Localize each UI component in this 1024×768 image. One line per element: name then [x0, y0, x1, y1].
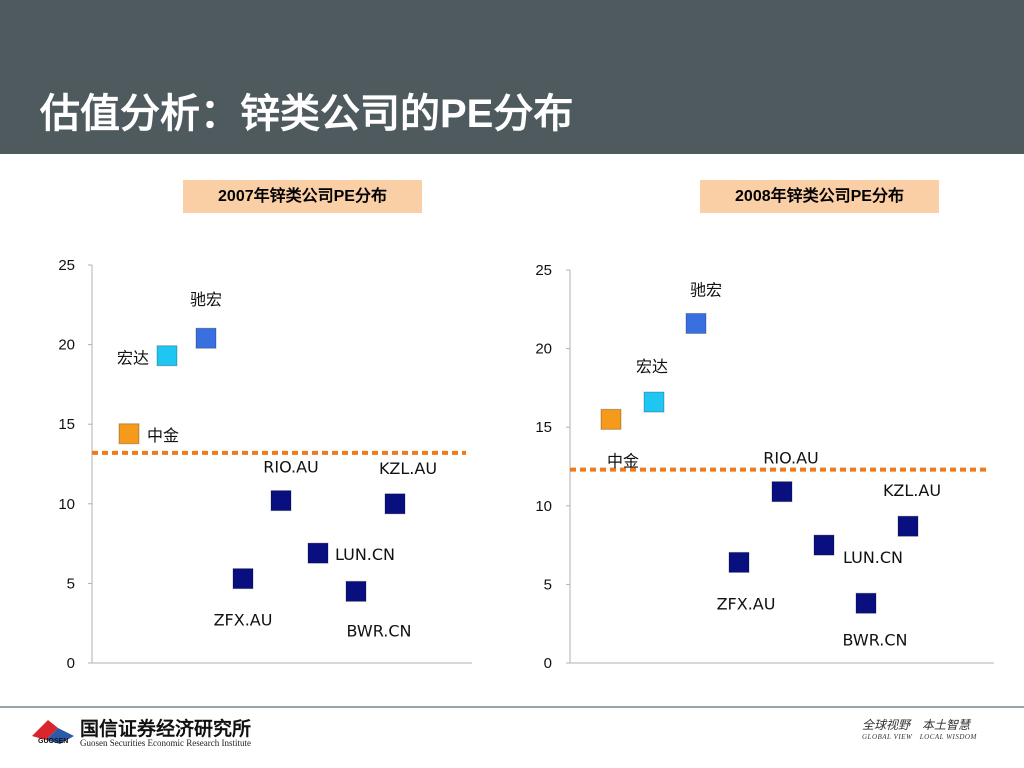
- chart-2008-point-rio-au-marker: [771, 481, 793, 503]
- chart-2008-point--marker: [685, 312, 707, 334]
- slide-header: 估值分析：锌类公司的PE分布: [0, 0, 1024, 154]
- chart-2008-y-tick-label: 20: [535, 341, 552, 358]
- slogan-en: GLOBAL VIEW LOCAL WISDOM: [862, 733, 977, 741]
- chart-2008-point-kzl-au-marker: [897, 515, 919, 537]
- chart-2007-point--marker: [118, 423, 140, 445]
- slogan-cn: 全球视野 本土智慧: [862, 718, 971, 732]
- company-name-en: Guosen Securities Economic Research Inst…: [80, 738, 251, 748]
- chart-2008-point-label: 驰宏: [690, 280, 722, 299]
- chart-2007-y-tick-label: 0: [67, 655, 75, 672]
- chart-2008-point-label: 中金: [607, 451, 639, 470]
- chart-2007-point--marker: [195, 327, 217, 349]
- chart-2007-title: 2007年锌类公司PE分布: [183, 180, 422, 213]
- chart-2007-point-label: KZL.AU: [379, 459, 437, 478]
- slide-title: 估值分析：锌类公司的PE分布: [40, 92, 574, 136]
- chart-2008-point-lun-cn-marker: [813, 534, 835, 556]
- chart-2007-y-tick-label: 5: [67, 575, 75, 592]
- chart-2008-y-tick-label: 5: [544, 576, 552, 593]
- chart-2007-y-tick-label: 10: [58, 496, 75, 513]
- chart-2007-point-label: 中金: [147, 426, 179, 445]
- chart-2007-point-zfx-au-marker: [232, 568, 254, 590]
- chart-2008-y-tick-label: 15: [535, 419, 552, 436]
- logo-code: GUOSEN: [38, 738, 69, 745]
- chart-2008-y-tick-label: 25: [535, 262, 552, 279]
- chart-2008-point--marker: [600, 408, 622, 430]
- company-name-cn: 国信证券经济研究所: [80, 718, 252, 740]
- chart-2007-point-lun-cn-marker: [307, 542, 329, 564]
- chart-2007-y-tick-label: 20: [58, 337, 75, 354]
- chart-2007-point-label: LUN.CN: [335, 545, 395, 564]
- chart-2008-point--marker: [643, 391, 665, 413]
- chart-2007-point-label: BWR.CN: [347, 621, 412, 640]
- chart-2008-point-label: ZFX.AU: [717, 594, 776, 613]
- chart-2008-point-label: BWR.CN: [843, 630, 908, 649]
- chart-2008-point-label: RIO.AU: [763, 449, 819, 468]
- chart-2008-point-label: 宏达: [636, 357, 668, 376]
- chart-2008-point-label: KZL.AU: [883, 481, 941, 500]
- chart-2007-point-label: 驰宏: [190, 290, 222, 309]
- chart-2007-y-tick-label: 25: [58, 257, 75, 274]
- chart-2008-point-label: LUN.CN: [843, 548, 903, 567]
- chart-2007-point-bwr-cn-marker: [345, 580, 367, 602]
- chart-2007-point-kzl-au-marker: [384, 493, 406, 515]
- chart-2008-y-tick-label: 10: [535, 498, 552, 515]
- footer-divider: [0, 706, 1024, 708]
- chart-2007-point-label: 宏达: [117, 349, 149, 368]
- chart-2008-point-bwr-cn-marker: [855, 592, 877, 614]
- chart-2008-point-zfx-au-marker: [728, 551, 750, 573]
- chart-2007-point-rio-au-marker: [270, 490, 292, 512]
- chart-2007-y-tick-label: 15: [58, 416, 75, 433]
- chart-2007-point-label: ZFX.AU: [214, 611, 273, 630]
- chart-2007-point--marker: [156, 345, 178, 367]
- chart-2008-title: 2008年锌类公司PE分布: [700, 180, 939, 213]
- chart-2008-y-tick-label: 0: [544, 655, 552, 672]
- chart-2007-point-label: RIO.AU: [263, 458, 319, 477]
- guosen-logo-icon: [32, 720, 74, 744]
